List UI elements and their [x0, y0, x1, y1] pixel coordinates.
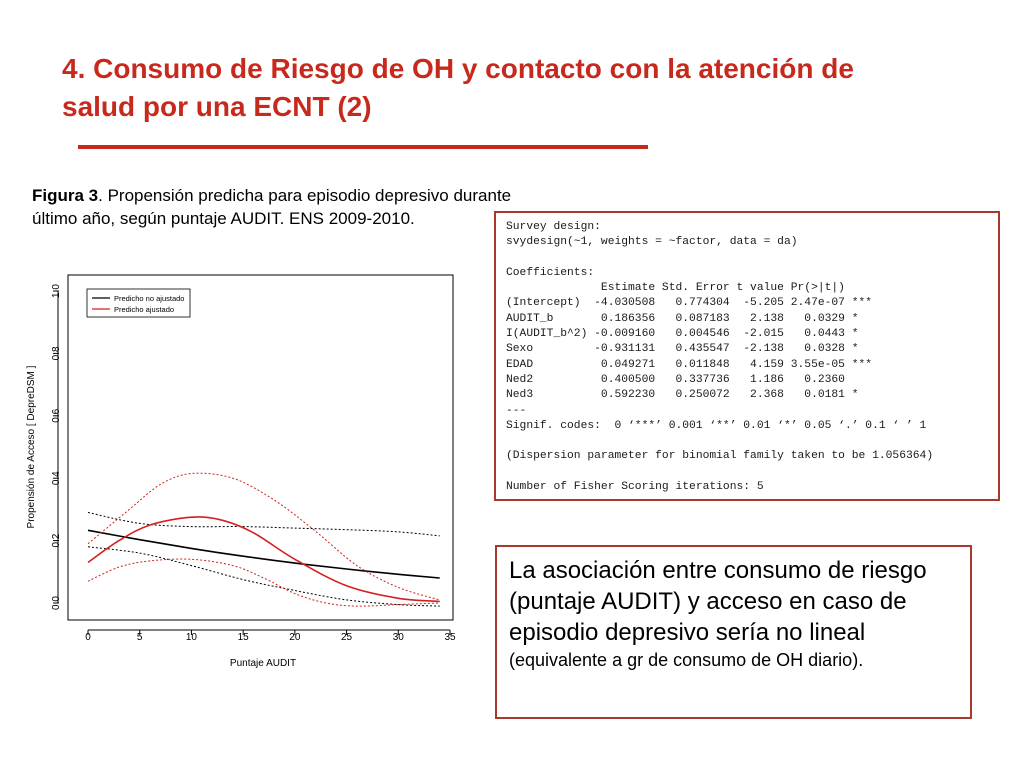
r-output-line: Signif. codes: 0 ‘***’ 0.001 ‘**’ 0.01 ‘…	[506, 419, 927, 432]
y-tick-label: 0.6	[51, 408, 62, 422]
series-line-unadjusted	[87, 529, 440, 579]
r-output-line: Ned2 0.400500 0.337736 1.186 0.2360	[506, 373, 845, 386]
r-output-line: EDAD 0.049271 0.011848 4.159 3.55e-05 **…	[506, 358, 873, 371]
x-tick-label: 30	[393, 632, 405, 643]
y-tick-label: 0.0	[51, 596, 62, 610]
r-output-line: (Dispersion parameter for binomial famil…	[506, 450, 934, 463]
series-line-adjusted-lower	[87, 558, 440, 607]
r-output-line: Ned3 0.592230 0.250072 2.368 0.0181 *	[506, 389, 859, 402]
x-tick-label: 35	[444, 632, 456, 643]
x-tick-label: 20	[289, 632, 301, 643]
conclusion-note-text: (equivalente a gr de consumo de OH diari…	[509, 650, 864, 670]
y-axis-label: Propensión de Acceso [ DepreDSM ]	[26, 365, 37, 528]
chart: 0 5 10 15 20 25 30 35 0.0 0.2 0.4 0.6 0.8 1.0 Puntaje…	[26, 274, 456, 669]
axes: 0 5 10 15 20 25 30 35 0.0 0.2 0.4 0.6 0.8 1.0	[51, 284, 456, 643]
r-output-line: Sexo -0.931131 0.435547 -2.138 0.0328 *	[506, 343, 859, 356]
r-output-line: Coefficients:	[506, 266, 595, 279]
series-line-adjusted-upper	[87, 472, 440, 601]
conclusion-main-text: La asociación entre consumo de riesgo (p…	[509, 557, 927, 646]
r-output-line: AUDIT_b 0.186356 0.087183 2.138 0.0329 *	[506, 312, 859, 325]
slide-title: 4. Consumo de Riesgo de OH y contacto co…	[62, 53, 854, 122]
legend: Predicho no ajustado Predicho ajustado	[86, 288, 191, 318]
series-line-unadjusted-upper	[87, 512, 440, 537]
series-group	[87, 472, 440, 607]
title-underline	[78, 145, 648, 149]
legend-label-unadjusted: Predicho no ajustado	[114, 294, 184, 303]
series-line-unadjusted-lower	[87, 546, 440, 607]
caption-figure-label: Figura 3	[32, 186, 99, 205]
x-tick-label: 5	[137, 632, 143, 643]
caption-text: . Propensión predicha para episodio depr…	[32, 186, 512, 228]
figure-caption: Figura 3. Propensión predicha para episo…	[32, 184, 527, 230]
y-tick-label: 0.8	[51, 346, 62, 360]
x-tick-label: 15	[238, 632, 250, 643]
series-line-adjusted	[87, 516, 440, 603]
conclusion-box: La asociación entre consumo de riesgo (p…	[495, 545, 972, 719]
y-tick-label: 0.4	[51, 471, 62, 485]
y-tick-label: 0.2	[51, 533, 62, 547]
r-output-line: I(AUDIT_b^2) -0.009160 0.004546 -2.015 0…	[506, 328, 859, 341]
r-output-line: Number of Fisher Scoring iterations: 5	[506, 481, 764, 494]
r-output-line: (Intercept) -4.030508 0.774304 -5.205 2.…	[506, 297, 873, 310]
r-output-line: svydesign(~1, weights = ~factor, data = …	[506, 236, 798, 249]
plot-frame	[67, 274, 454, 621]
legend-box	[86, 288, 191, 318]
x-axis-label: Puntaje AUDIT	[230, 658, 296, 669]
x-tick-label: 10	[186, 632, 198, 643]
x-tick-label: 25	[341, 632, 353, 643]
x-tick-label: 0	[85, 632, 91, 643]
y-tick-label: 1.0	[51, 284, 62, 298]
r-output-line: Estimate Std. Error t value Pr(>|t|)	[506, 282, 845, 295]
legend-label-adjusted: Predicho ajustado	[114, 305, 174, 314]
r-output-text: Survey design: svydesign(~1, weights = ~…	[506, 220, 998, 495]
r-output-box: Survey design: svydesign(~1, weights = ~…	[494, 211, 1000, 501]
r-output-line: Survey design:	[506, 221, 601, 233]
r-output-line: ---	[506, 404, 527, 417]
